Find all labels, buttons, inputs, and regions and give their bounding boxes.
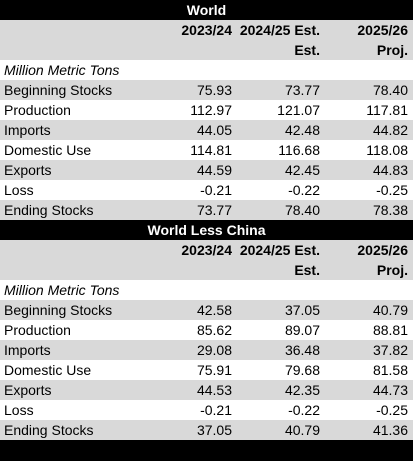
table-bottom-bar <box>0 440 413 461</box>
table-title-band: World Less China <box>0 220 413 240</box>
table-row: Loss -0.21 -0.22 -0.25 <box>0 180 413 200</box>
row-label: Imports <box>4 342 51 358</box>
value-2025-26: -0.25 <box>376 402 408 418</box>
value-2023-24: 37.05 <box>196 422 232 438</box>
table-title: World Less China <box>147 222 266 238</box>
value-2024-25: 36.48 <box>284 342 320 358</box>
row-label: Beginning Stocks <box>4 302 113 318</box>
value-2023-24: 75.91 <box>196 362 232 378</box>
row-label: Domestic Use <box>4 142 92 158</box>
value-2024-25: 89.07 <box>284 322 320 338</box>
col-header-2024-25: 2024/25 Est. <box>239 22 320 38</box>
value-2025-26: 117.81 <box>366 102 408 118</box>
table-row: Exports 44.59 42.45 44.83 <box>0 160 413 180</box>
value-2023-24: 73.77 <box>196 202 232 218</box>
table-row: Ending Stocks 37.05 40.79 41.36 <box>0 420 413 440</box>
value-2025-26: 88.81 <box>372 322 408 338</box>
value-2024-25: 121.07 <box>277 102 320 118</box>
col-header-2024-25: 2024/25 Est. <box>239 242 320 258</box>
value-2024-25: 37.05 <box>284 302 320 318</box>
col-header-2025-26: 2025/26 <box>357 22 408 38</box>
units-row: Million Metric Tons <box>0 60 413 80</box>
value-2023-24: 75.93 <box>196 82 232 98</box>
table-title-band: World <box>0 0 413 20</box>
value-2024-25: -0.22 <box>288 182 320 198</box>
units-label: Million Metric Tons <box>4 282 120 298</box>
table-row: Exports 44.53 42.35 44.73 <box>0 380 413 400</box>
value-2023-24: 44.05 <box>196 122 232 138</box>
value-2024-25: 78.40 <box>284 202 320 218</box>
row-label: Loss <box>4 182 34 198</box>
row-label: Domestic Use <box>4 362 92 378</box>
value-2023-24: -0.21 <box>200 402 232 418</box>
value-2023-24: 44.53 <box>196 382 232 398</box>
table-row: Domestic Use 114.81 116.68 118.08 <box>0 140 413 160</box>
table-row: Ending Stocks 73.77 78.40 78.38 <box>0 200 413 220</box>
row-label: Beginning Stocks <box>4 82 113 98</box>
value-2025-26: 78.40 <box>372 82 408 98</box>
value-2024-25: 73.77 <box>284 82 320 98</box>
col-header-2023-24: 2023/24 <box>181 22 232 38</box>
table-title: World <box>186 2 227 18</box>
value-2025-26: 44.83 <box>372 162 408 178</box>
col-header-2025-26: 2025/26 <box>357 242 408 258</box>
value-2023-24: 42.58 <box>196 302 232 318</box>
value-2024-25: 42.45 <box>284 162 320 178</box>
column-header: 2023/24 2024/25 Est. 2025/26 Est. Proj. <box>0 20 413 60</box>
value-2025-26: 37.82 <box>372 342 408 358</box>
row-label: Ending Stocks <box>4 422 94 438</box>
row-label: Loss <box>4 402 34 418</box>
value-2023-24: -0.21 <box>200 182 232 198</box>
value-2025-26: 81.58 <box>372 362 408 378</box>
row-label: Production <box>4 102 71 118</box>
table-row: Domestic Use 75.91 79.68 81.58 <box>0 360 413 380</box>
value-2025-26: 118.08 <box>366 142 408 158</box>
row-label: Exports <box>4 162 52 178</box>
table-row: Production 112.97 121.07 117.81 <box>0 100 413 120</box>
units-label: Million Metric Tons <box>4 62 120 78</box>
value-2023-24: 44.59 <box>196 162 232 178</box>
value-2024-25: -0.22 <box>288 402 320 418</box>
value-2025-26: 78.38 <box>372 202 408 218</box>
value-2023-24: 29.08 <box>196 342 232 358</box>
value-2023-24: 112.97 <box>190 102 232 118</box>
col-subheader-proj: Proj. <box>376 262 408 278</box>
value-2025-26: 41.36 <box>372 422 408 438</box>
table-row: Loss -0.21 -0.22 -0.25 <box>0 400 413 420</box>
value-2024-25: 42.35 <box>284 382 320 398</box>
table-row: Beginning Stocks 75.93 73.77 78.40 <box>0 80 413 100</box>
value-2024-25: 116.68 <box>278 142 320 158</box>
column-header: 2023/24 2024/25 Est. 2025/26 Est. Proj. <box>0 240 413 280</box>
value-2024-25: 42.48 <box>284 122 320 138</box>
value-2025-26: 40.79 <box>372 302 408 318</box>
value-2025-26: -0.25 <box>376 182 408 198</box>
table-row: Production 85.62 89.07 88.81 <box>0 320 413 340</box>
value-2023-24: 85.62 <box>196 322 232 338</box>
value-2025-26: 44.73 <box>372 382 408 398</box>
row-label: Production <box>4 322 71 338</box>
col-subheader-proj: Proj. <box>376 42 408 58</box>
col-subheader-est: Est. <box>294 262 320 278</box>
units-row: Million Metric Tons <box>0 280 413 300</box>
table-row: Imports 29.08 36.48 37.82 <box>0 340 413 360</box>
value-2023-24: 114.81 <box>190 142 232 158</box>
table-row: Beginning Stocks 42.58 37.05 40.79 <box>0 300 413 320</box>
value-2024-25: 40.79 <box>284 422 320 438</box>
row-label: Ending Stocks <box>4 202 94 218</box>
row-label: Exports <box>4 382 52 398</box>
col-header-2023-24: 2023/24 <box>181 242 232 258</box>
value-2024-25: 79.68 <box>284 362 320 378</box>
col-subheader-est: Est. <box>294 42 320 58</box>
table-row: Imports 44.05 42.48 44.82 <box>0 120 413 140</box>
value-2025-26: 44.82 <box>372 122 408 138</box>
row-label: Imports <box>4 122 51 138</box>
